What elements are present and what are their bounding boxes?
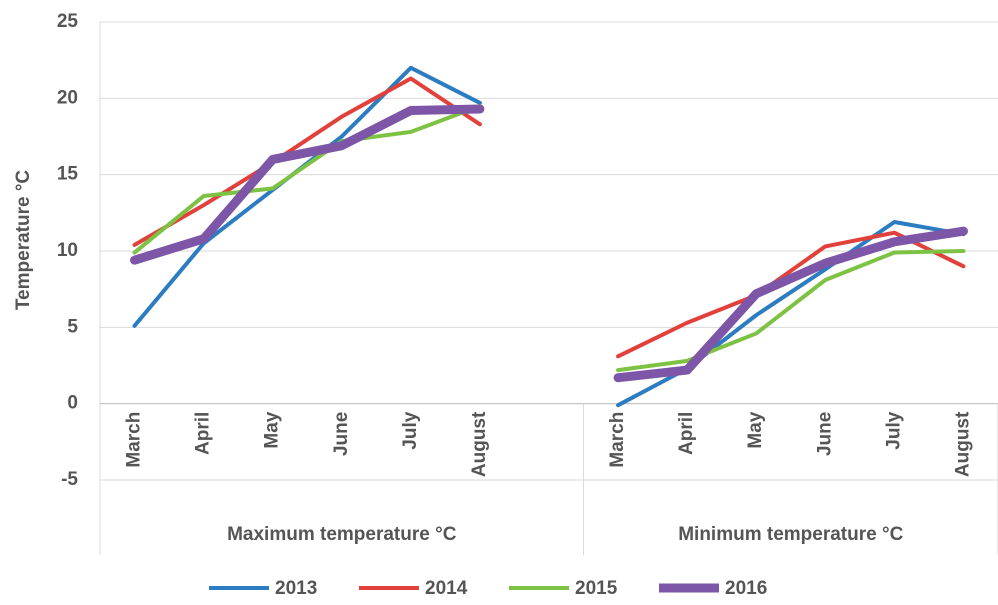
- y-tick-label: -5: [61, 469, 78, 490]
- series-line: [132, 65, 966, 408]
- legend-label: 2014: [425, 578, 468, 599]
- x-tick-label: April: [193, 412, 214, 455]
- y-tick-label: 5: [67, 316, 78, 337]
- x-tick-label: June: [331, 412, 352, 456]
- x-tick-label: May: [745, 411, 766, 448]
- x-tick-label: April: [676, 412, 697, 455]
- y-tick-label: 0: [67, 393, 78, 414]
- x-tick-label: May: [262, 411, 283, 448]
- group-label: Minimum temperature °C: [678, 524, 903, 545]
- legend-label: 2016: [725, 578, 767, 599]
- x-tick-label: July: [400, 411, 421, 449]
- y-tick-label: 20: [57, 87, 78, 108]
- series-line: [132, 103, 966, 373]
- series-line: [132, 76, 966, 359]
- series-line: [130, 104, 968, 383]
- x-tick-label: August: [469, 411, 490, 477]
- x-tick-label: March: [124, 412, 145, 468]
- y-tick-label: 25: [57, 11, 79, 32]
- y-tick-label: 10: [57, 240, 78, 261]
- x-tick-label: March: [607, 412, 628, 468]
- group-label: Maximum temperature °C: [227, 524, 457, 545]
- x-tick-label: July: [883, 411, 904, 449]
- legend-label: 2015: [575, 578, 618, 599]
- y-axis-title: Temperature °C: [13, 170, 34, 311]
- x-tick-label: June: [814, 412, 835, 456]
- y-tick-label: 15: [57, 164, 79, 185]
- x-tick-label: August: [952, 411, 973, 477]
- legend-label: 2013: [275, 578, 317, 599]
